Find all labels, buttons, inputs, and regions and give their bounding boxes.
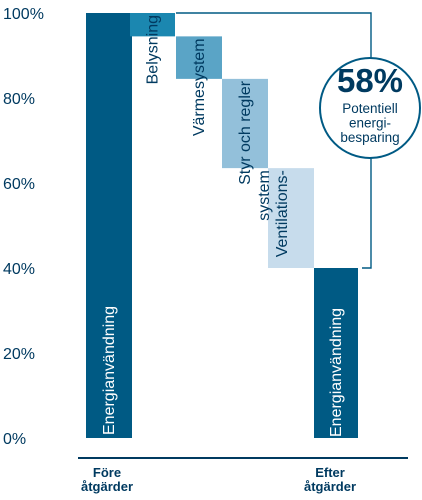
callout-line: besparing — [340, 130, 399, 145]
category-label: Efter — [315, 465, 345, 480]
category-label: åtgärder — [304, 479, 356, 494]
bars: Energianvändning Belysning Värmesystem Styr… — [86, 13, 358, 438]
y-tick-label: 100% — [3, 6, 44, 23]
bar-label-line: Belysning — [145, 15, 162, 84]
reduction-bar — [130, 13, 175, 37]
y-tick-label: 60% — [3, 176, 35, 193]
y-tick-label: 40% — [3, 261, 35, 278]
bar-label: Energianvändning — [328, 308, 345, 437]
bar-label-line: Värmesystem — [191, 38, 208, 136]
bar-label: Energianvändning — [101, 306, 118, 435]
reduction-bar — [176, 36, 222, 79]
category-label: åtgärder — [81, 479, 133, 494]
savings-percent: 58% — [337, 62, 403, 99]
bar-label: Styr och regler — [237, 80, 254, 185]
y-tick-label: 80% — [3, 91, 35, 108]
reduction-bar — [222, 78, 268, 169]
y-tick-label: 20% — [3, 346, 35, 363]
bar-label-line: Ventilations- — [274, 170, 291, 257]
bar-label-line: Energianvändning — [101, 306, 118, 435]
bar-label-line: system — [256, 170, 273, 221]
bar-label: Ventilations-system — [256, 170, 291, 257]
y-tick-label: 0% — [3, 431, 26, 448]
bar-label-line: Energianvändning — [328, 308, 345, 437]
bar-label: Belysning — [145, 15, 162, 84]
callout-circle — [319, 57, 421, 159]
category-label: Före — [93, 465, 121, 480]
bar-label: Värmesystem — [191, 38, 208, 136]
reduction-bar — [268, 168, 314, 268]
callout-line: Potentiell — [342, 101, 398, 116]
y-axis: 100% 80% 60% 40% 20% 0% — [3, 6, 44, 448]
callout-line: energi- — [349, 116, 391, 131]
total-bar — [86, 13, 132, 438]
bar-label-line: Styr och regler — [237, 80, 254, 185]
total-bar — [314, 268, 358, 438]
